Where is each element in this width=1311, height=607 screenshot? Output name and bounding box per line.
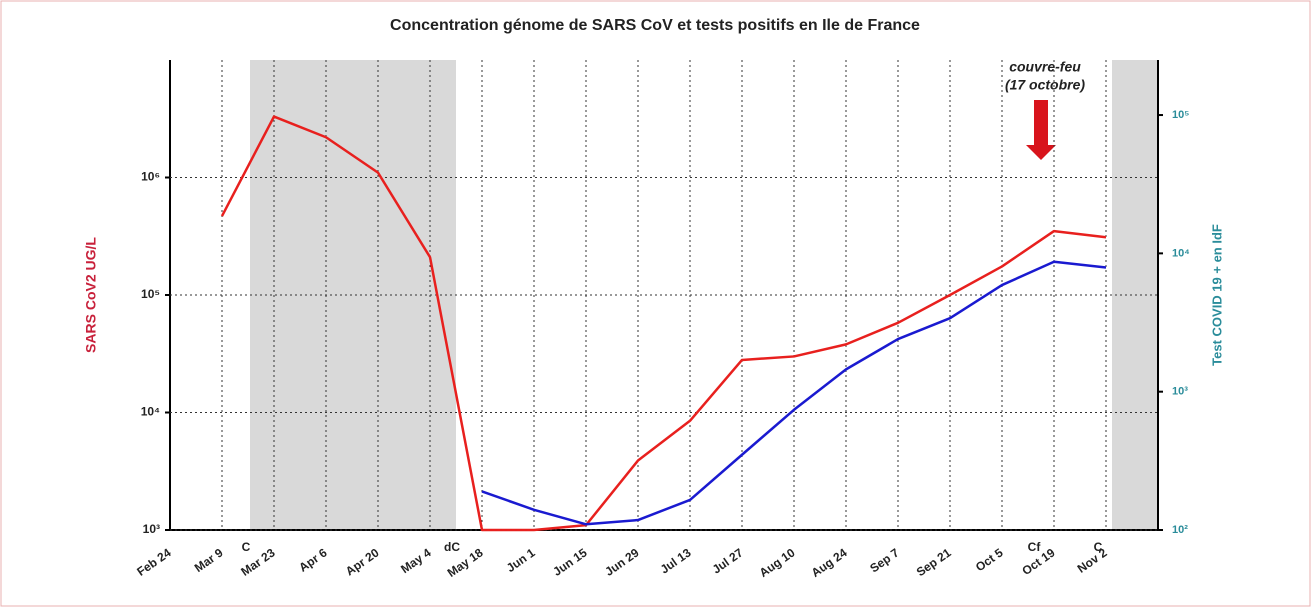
x-tick-label: Jul 13 [658, 545, 694, 576]
x-tick-label: Apr 6 [296, 545, 329, 574]
y-tick-label: 10⁶ [141, 170, 160, 184]
y-tick-label: 10³ [143, 522, 160, 536]
annotation: dC [444, 540, 460, 554]
x-tick-label: May 4 [398, 545, 434, 576]
x-tick-label: Jul 27 [710, 545, 746, 576]
x-tick-label: Aug 24 [809, 545, 850, 580]
arrow [1026, 100, 1056, 160]
y2-tick-label: 10⁵ [1172, 109, 1189, 121]
series-line [481, 260, 1107, 526]
y-tick-label: 10⁴ [141, 405, 160, 419]
x-tick-label: Sep 7 [867, 545, 902, 575]
x-tick-label: Jun 1 [504, 545, 538, 575]
y2-tick-label: 10⁴ [1172, 247, 1190, 259]
annotation: C [242, 540, 251, 554]
x-tick-label: Nov 2 [1075, 545, 1110, 575]
x-tick-label: Oct 5 [973, 545, 1006, 574]
annotation: couvre-feu [1009, 59, 1081, 75]
y2-tick-label: 10² [1172, 524, 1188, 536]
y-axis-label: SARS CoV2 UG/L [83, 237, 99, 353]
y-tick-label: 10⁵ [141, 287, 160, 301]
x-tick-label: Jun 29 [602, 545, 641, 578]
annotation: (17 octobre) [1005, 77, 1085, 93]
x-tick-label: Feb 24 [134, 545, 173, 578]
x-tick-label: Apr 20 [343, 545, 382, 578]
annotation: Cf [1028, 540, 1042, 554]
x-tick-label: Jun 15 [550, 545, 589, 578]
chart-title: Concentration génome de SARS CoV et test… [390, 17, 920, 34]
annotation: C [1094, 540, 1103, 554]
x-tick-label: Sep 21 [914, 545, 954, 579]
y2-tick-label: 10³ [1172, 386, 1188, 398]
series-line [220, 115, 1107, 532]
y2-axis-label: Test COVID 19 + en IdF [1209, 224, 1224, 366]
x-tick-label: Aug 10 [757, 545, 798, 580]
x-tick-label: Mar 9 [192, 545, 226, 575]
